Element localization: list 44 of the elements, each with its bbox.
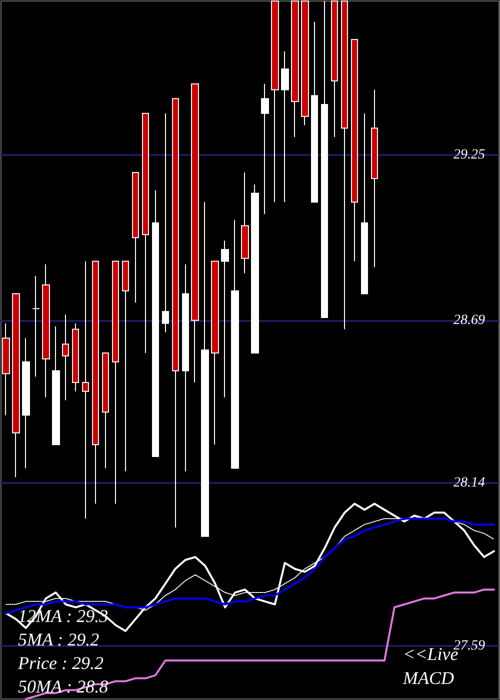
y-tick-label: 29.25 [454, 147, 485, 162]
candlestick [241, 172, 249, 274]
candlestick [361, 112, 368, 294]
candlestick [191, 83, 199, 384]
candlestick [182, 264, 189, 472]
candlestick [122, 260, 129, 472]
candlestick [221, 240, 229, 398]
candlestick [301, 0, 309, 126]
line-series [4, 502, 496, 632]
candlestick [162, 112, 169, 333]
candlestick [371, 89, 378, 268]
candlestick [261, 83, 269, 214]
candlestick [152, 190, 159, 457]
candlestick [211, 260, 219, 446]
candlestick [341, 0, 348, 330]
candlestick [92, 260, 99, 504]
candlestick [2, 322, 10, 416]
candlestick [132, 172, 139, 304]
candlestick [281, 50, 289, 203]
candlestick [172, 98, 179, 528]
candlestick [231, 219, 239, 469]
candlestick [251, 184, 259, 354]
candlestick [112, 260, 119, 504]
candlestick [42, 264, 50, 398]
candlestick [102, 352, 109, 469]
candlestick [12, 293, 20, 478]
candlestick [351, 38, 358, 262]
candlestick [291, 0, 299, 138]
candlestick [72, 322, 79, 392]
y-tick-label: 28.69 [454, 312, 485, 328]
annotation: 5MA : 29.2 [18, 630, 100, 650]
candlestick [22, 338, 30, 469]
candlestick [271, 0, 279, 203]
candlestick [311, 21, 318, 203]
y-tick-label: 28.14 [454, 476, 485, 491]
candlestick [201, 202, 209, 537]
candlestick [142, 112, 149, 354]
candlestick [321, 0, 328, 318]
candlestick [52, 326, 60, 446]
candlestick [62, 314, 69, 401]
candlestick [331, 0, 338, 138]
candlestick [82, 260, 89, 520]
annotation: Price : 29.2 [17, 653, 104, 673]
candlestick [32, 276, 40, 378]
